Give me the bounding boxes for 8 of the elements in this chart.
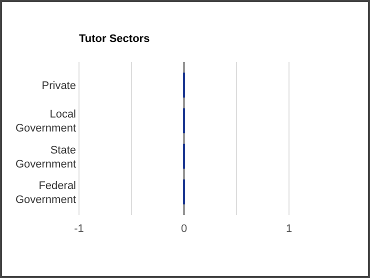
y-tick-label: Local Government [15,108,76,135]
y-tick-label: Private [42,80,76,92]
chart-title: Tutor Sectors [79,33,150,45]
y-tick-label: Federal Government [15,180,76,206]
x-tick-label: -1 [74,222,84,235]
y-tick-label: State Government [15,144,76,170]
x-tick-label: 0 [180,222,188,235]
x-tick-label: 1 [286,222,292,235]
